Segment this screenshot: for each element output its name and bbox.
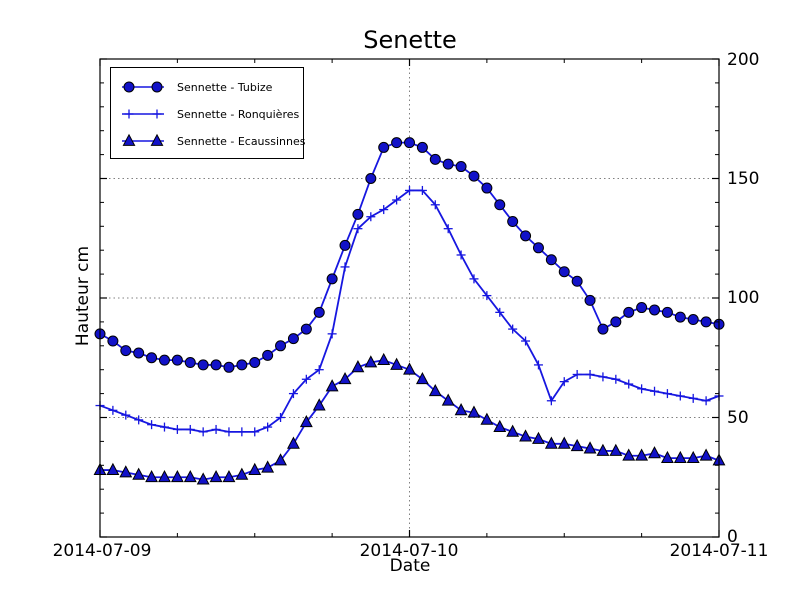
y-tick-label-100: 100 <box>727 288 760 308</box>
legend-label-tubize: Sennette - Tubize <box>177 80 273 94</box>
legend: Sennette - Tubize Sennette - Ronquières … <box>110 67 306 159</box>
y-axis-label: Hauteur cm <box>73 245 93 347</box>
y-tick-label-150: 150 <box>727 169 760 189</box>
y-tick-label-50: 50 <box>727 408 749 428</box>
x-tick-label-1: 2014-07-10 <box>359 541 459 561</box>
y-tick-label-0: 0 <box>727 527 738 547</box>
x-axis-label: Date <box>389 556 431 576</box>
legend-item-ecaussinnes: Sennette - Ecaussinnes <box>118 132 306 150</box>
legend-item-ronquieres: Sennette - Ronquières <box>118 105 299 123</box>
triangle-marker-line-icon <box>122 133 164 146</box>
y-tick-label-200: 200 <box>727 50 760 70</box>
legend-label-ecaussinnes: Sennette - Ecaussinnes <box>177 134 306 148</box>
legend-item-tubize: Sennette - Tubize <box>118 78 272 96</box>
x-tick-label-0: 2014-07-09 <box>52 541 152 561</box>
legend-label-ronquieres: Sennette - Ronquières <box>177 107 300 121</box>
plus-marker-line-icon <box>122 109 164 119</box>
circle-marker-line-icon <box>122 81 164 93</box>
chart-title: Senette <box>363 26 457 54</box>
x-tick-label-2: 2014-07-11 <box>669 541 769 561</box>
